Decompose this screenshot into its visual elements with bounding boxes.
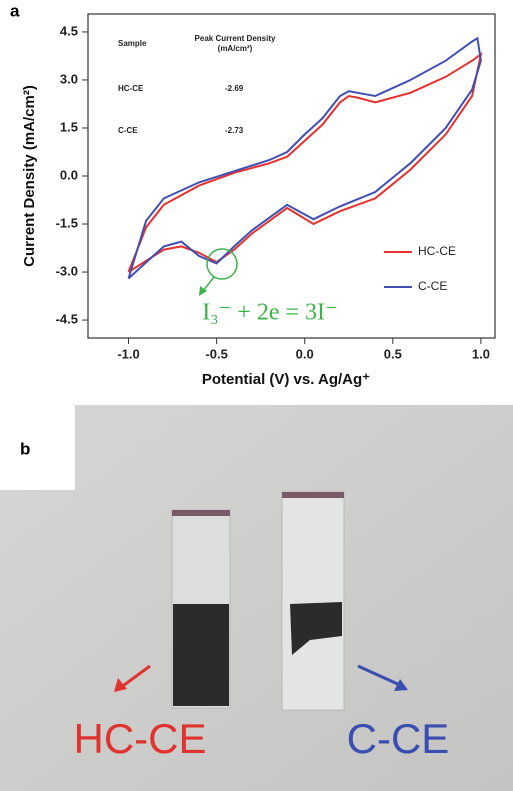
y-tick-label: 3.0: [60, 71, 78, 86]
table-header: Peak Current Density (mA/cm²): [194, 34, 276, 53]
x-tick-label: 1.0: [472, 346, 490, 361]
table-header: Sample: [118, 39, 147, 48]
panel-label: a: [10, 1, 20, 20]
legend-label: HC-CE: [418, 244, 456, 258]
panel-label: b: [20, 439, 30, 458]
x-tick-label: 0.0: [296, 346, 314, 361]
coating: [290, 602, 342, 655]
x-tick-label: -1.0: [117, 346, 139, 361]
x-tick-label: -0.5: [205, 346, 227, 361]
cv-curve: [127, 51, 483, 273]
arrow-head: [394, 679, 408, 691]
y-axis-title: Current Density (mA/cm²): [21, 85, 38, 267]
photo-background: [0, 405, 513, 791]
strip-edge: [172, 510, 230, 516]
coating: [173, 604, 229, 706]
arrow: [357, 664, 403, 688]
annotation-arrow-head: [199, 286, 207, 296]
table-cell: HC-CE: [118, 84, 144, 93]
legend-label: C-CE: [418, 279, 447, 293]
y-tick-label: -3.0: [56, 263, 78, 278]
y-tick-label: 4.5: [60, 23, 78, 38]
table-header-box: Peak Current Density (mA/cm²): [194, 34, 276, 53]
photo-label: C-CE: [347, 715, 450, 762]
annotation-circle: [206, 248, 238, 280]
y-tick-label: 0.0: [60, 167, 78, 182]
arrow-head: [114, 678, 127, 692]
arrow: [119, 664, 151, 690]
y-tick-label: -1.5: [56, 215, 78, 230]
annotation-arrow: [202, 276, 215, 292]
x-axis-title: Potential (V) vs. Ag/Ag⁺: [202, 371, 370, 388]
x-tick-label: 0.5: [384, 346, 402, 361]
table-cell: C-CE: [118, 126, 138, 135]
annotation: I₃⁻ + 2e = 3I⁻: [202, 300, 337, 326]
cv-curve: [127, 36, 482, 280]
glass-strip: [281, 491, 345, 711]
strip-edge: [282, 492, 344, 498]
table-cell: -2.69: [225, 84, 244, 93]
y-tick-label: 1.5: [60, 119, 78, 134]
photo-label: HC-CE: [74, 715, 207, 762]
y-tick-label: -4.5: [56, 312, 78, 327]
table-cell: -2.73: [225, 126, 244, 135]
